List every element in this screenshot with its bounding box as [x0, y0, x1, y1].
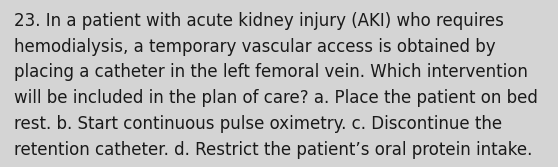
Text: will be included in the plan of care? a. Place the patient on bed: will be included in the plan of care? a.…: [14, 89, 538, 107]
Text: rest. b. Start continuous pulse oximetry. c. Discontinue the: rest. b. Start continuous pulse oximetry…: [14, 115, 502, 133]
Text: placing a catheter in the left femoral vein. Which intervention: placing a catheter in the left femoral v…: [14, 63, 528, 81]
Text: hemodialysis, a temporary vascular access is obtained by: hemodialysis, a temporary vascular acces…: [14, 38, 496, 56]
Text: 23. In a patient with acute kidney injury (AKI) who requires: 23. In a patient with acute kidney injur…: [14, 12, 504, 30]
Text: retention catheter. d. Restrict the patient’s oral protein intake.: retention catheter. d. Restrict the pati…: [14, 141, 532, 159]
